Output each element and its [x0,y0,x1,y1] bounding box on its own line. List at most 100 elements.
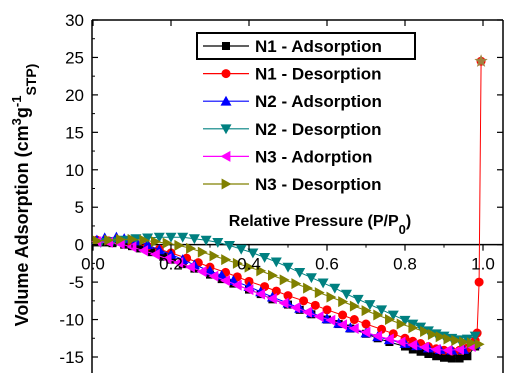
data-point [142,239,154,250]
data-point [271,286,281,296]
series-5 [91,236,476,356]
axes [91,19,504,373]
data-point [349,300,360,312]
legend-entry: N2 - Adsorption [203,92,382,111]
x-tick-label: 0.4 [237,255,261,274]
legend-label: N1 - Desorption [255,65,382,84]
data-point [424,350,433,359]
x-tick-label: 0.2 [159,255,183,274]
data-point [314,287,325,299]
data-point [463,352,472,361]
data-point [385,314,395,326]
x-tick-label: 1.0 [471,255,495,274]
data-point [147,248,156,257]
ticks: -15 -10 -5 0 5 10 15 20 25 30 0.0 0.2 0.4 0.6 0.8 1.0 [59,11,503,367]
y-label-part: g [12,107,32,118]
legend-entry: N3 - Adorption [203,147,372,166]
data-point [270,257,282,268]
data-point [291,278,302,290]
legend-marker [222,42,230,50]
y-label-part: Volume Adsorption (cm [12,125,32,326]
data-point [455,354,464,363]
legend-marker [220,124,232,135]
y-label-part: STP) [23,64,39,96]
data-point [188,234,200,245]
data-point [361,319,371,329]
legend-label: N2 - Adsorption [255,92,382,111]
legend-label: N1 - Adsorption [255,37,382,56]
data-point [115,233,126,245]
data-point [196,266,207,278]
data-point [259,252,271,263]
y-tick-label: -5 [69,273,84,292]
data-point [220,275,230,287]
data-point [338,296,349,308]
data-point [454,344,464,356]
data-point [373,309,384,321]
legend-entry: N3 - Desorption [203,175,382,194]
y-tick-label: 30 [65,11,84,30]
data-point [459,336,469,348]
x-tick-label: 0.8 [393,255,417,274]
data-point [310,300,320,310]
data-point [338,310,348,320]
series-6 [92,233,485,350]
data-point [139,234,150,246]
data-point [360,326,371,338]
data-point [361,305,372,317]
data-point [104,234,115,246]
data-point [337,319,347,331]
data-point [326,291,337,303]
data-point [149,248,160,260]
x-axis-label: Relative Pressure (P/P0) [229,213,411,237]
data-point [352,294,364,305]
data-point [364,300,376,311]
legend-entry: N2 - Desorption [203,120,382,139]
x-tick-label: 0.0 [81,255,105,274]
y-tick-label: 10 [65,161,84,180]
data-point [126,241,137,253]
y-tick-label: 25 [65,48,84,67]
data-point [197,246,208,258]
data-point [377,324,387,334]
data-point [161,253,172,265]
data-point [266,293,277,305]
data-point [256,265,267,277]
data-point [204,265,216,276]
x-label-part: ) [406,213,411,230]
data-point [260,282,270,292]
data-point [430,344,441,356]
data-point [427,329,438,341]
data-point [255,288,266,300]
data-point [221,254,232,266]
data-point [294,267,306,278]
data-point [209,250,220,262]
data-point [290,302,301,314]
data-point [224,241,235,251]
data-point [396,318,407,330]
data-point [283,291,293,301]
data-point [408,322,419,334]
y-tick-label: 5 [75,198,84,217]
data-point [416,347,425,356]
data-point [127,233,138,245]
data-point [216,269,228,280]
data-point [162,237,173,249]
data-point [435,331,446,343]
data-point [372,330,383,342]
y-tick-label: -10 [59,311,84,330]
data-point [399,315,411,326]
y-tick-label: 20 [65,86,84,105]
legend-entry: N1 - Adsorption [203,37,382,56]
data-point [442,344,453,356]
data-point [135,244,144,253]
data-point [451,335,462,347]
y-tick-label: 0 [75,236,84,255]
data-point [247,248,259,259]
data-point [232,257,243,269]
data-point-peak [474,54,488,67]
legend-highlight-box [196,32,416,60]
data-point [185,261,195,273]
